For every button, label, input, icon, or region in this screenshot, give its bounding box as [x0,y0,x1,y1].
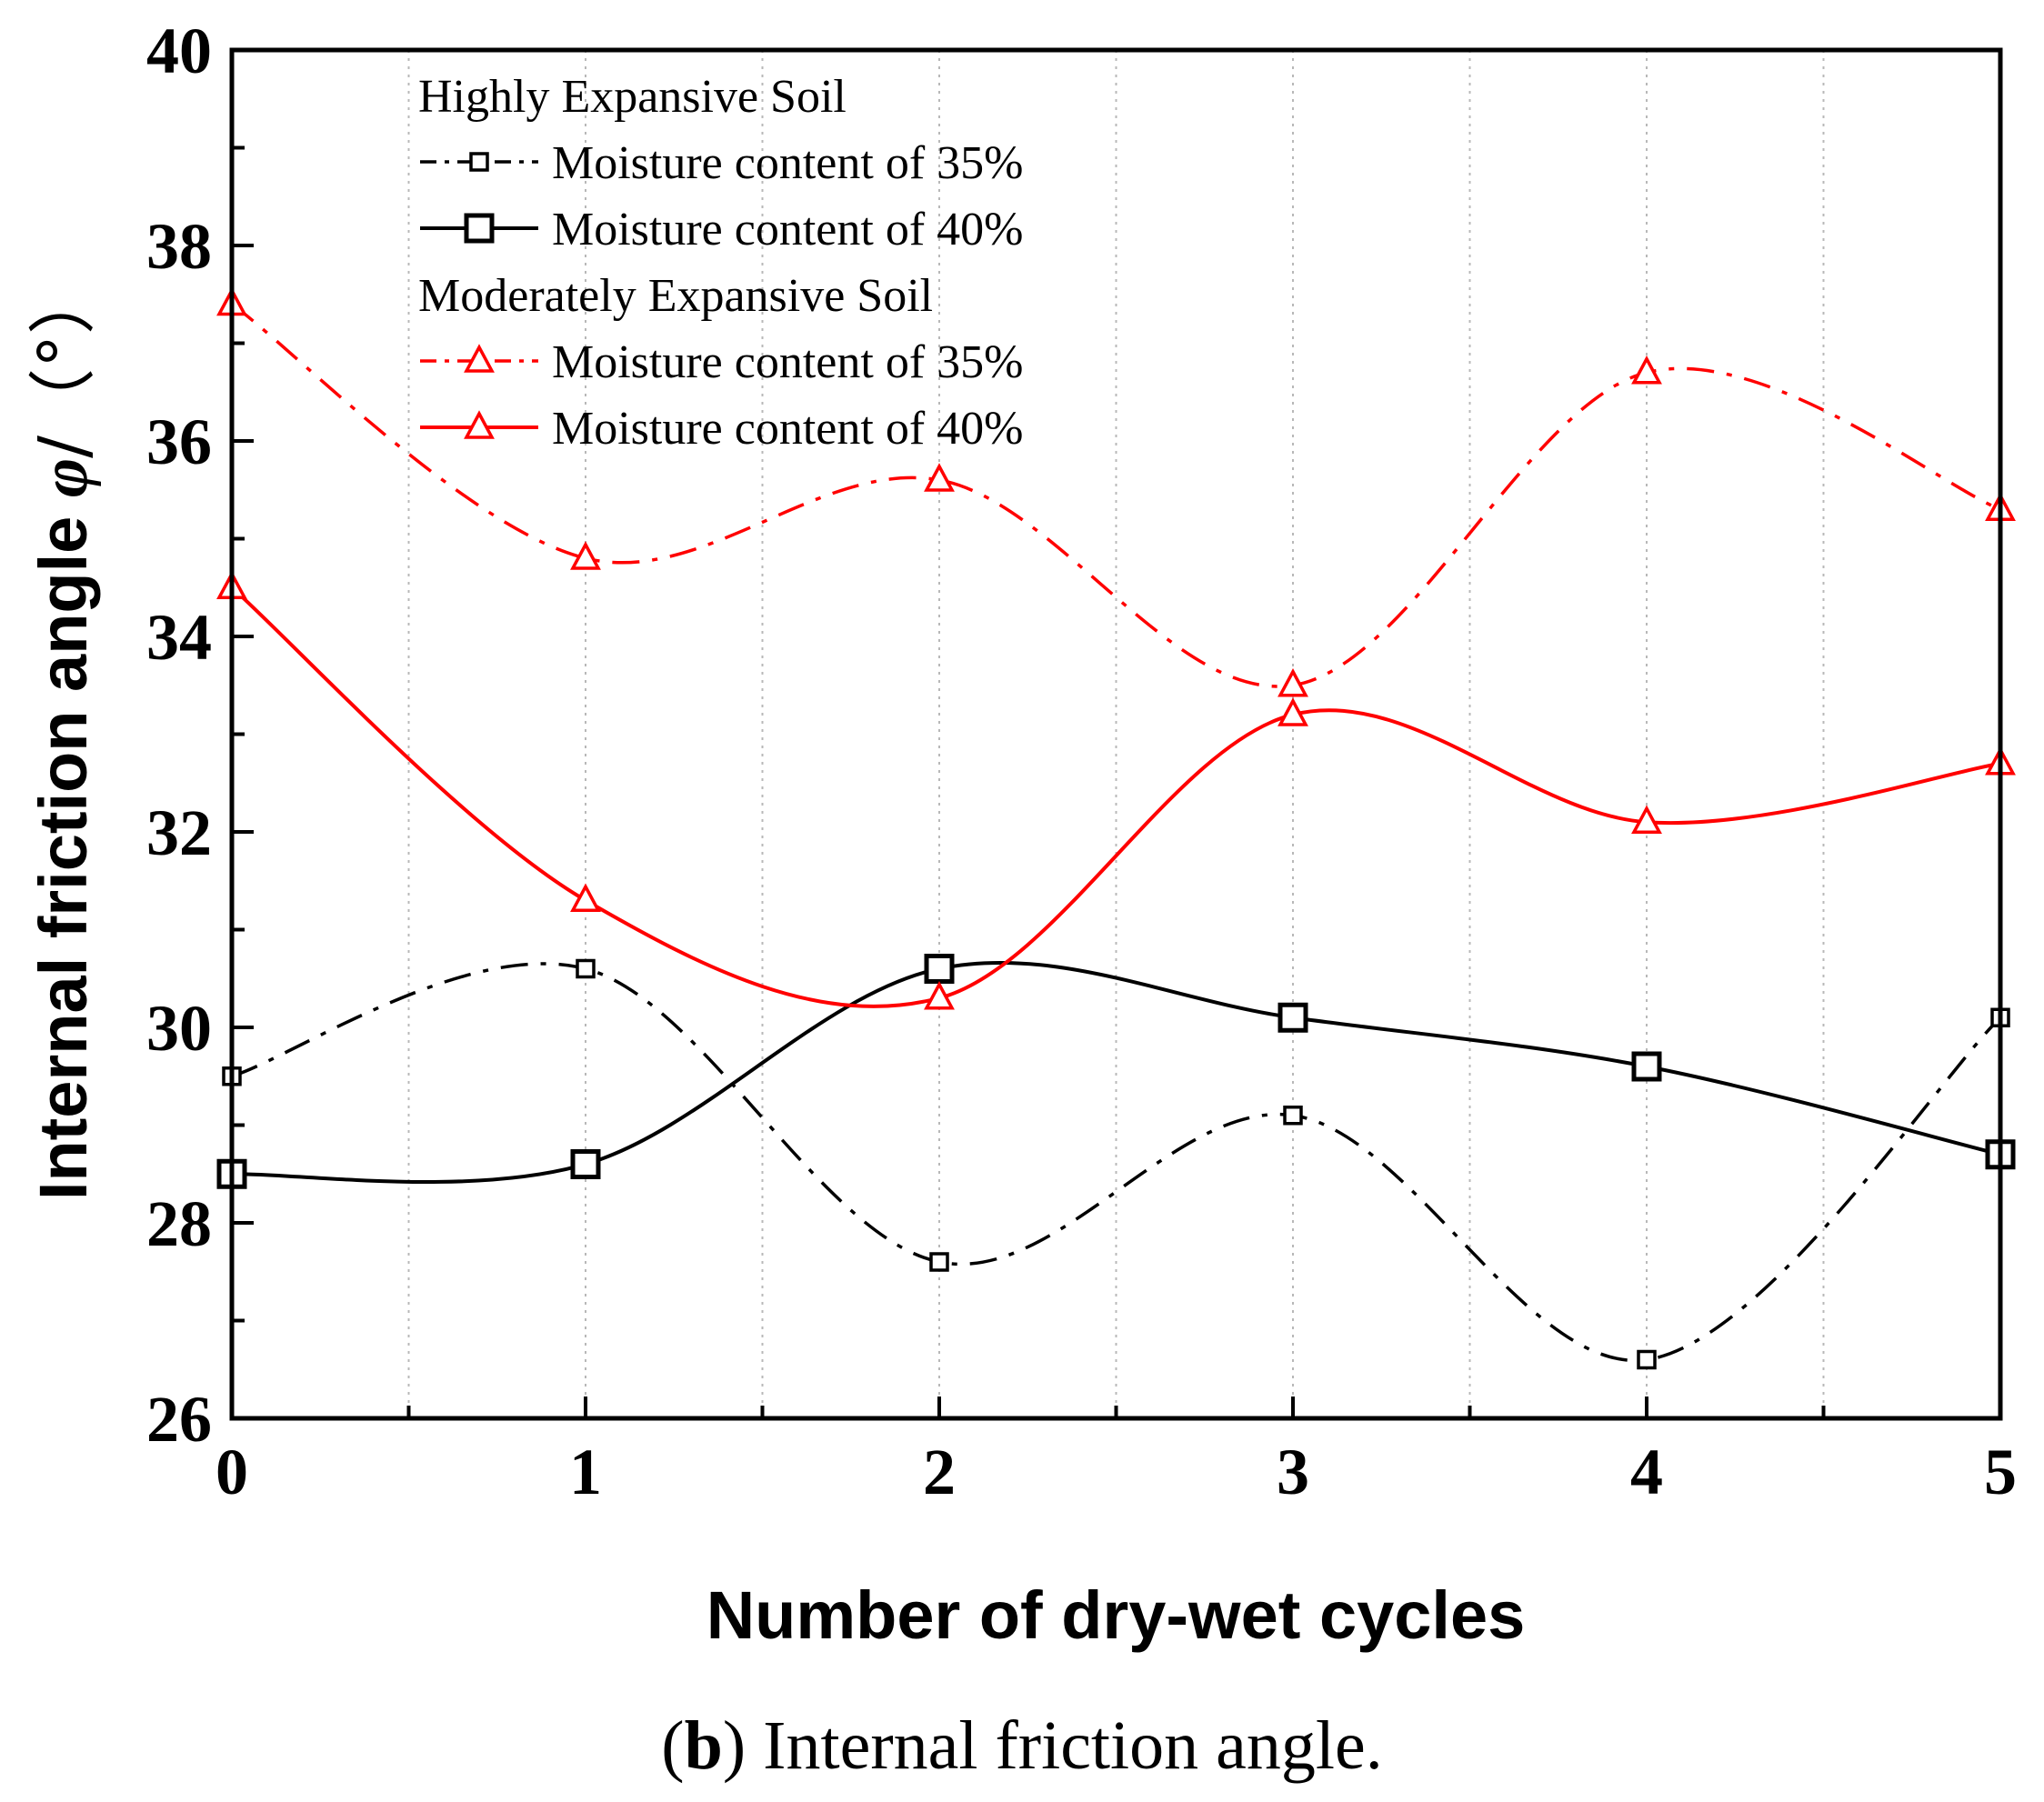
legend-group-title-0: Highly Expansive Soil [418,71,847,123]
caption-letter: b [685,1707,723,1784]
y-tick-label: 34 [146,601,212,674]
series-line-g0-s0 [232,962,2000,1363]
legend-label-g0-s1: Moisture content of 40% [552,204,1023,255]
legend-marker-g0-s0 [469,152,489,172]
axis-ticks [230,48,2002,1420]
data-point-g1-s0 [1278,668,1308,697]
y-tick-label: 30 [146,992,212,1065]
x-axis-title: Number of dry-wet cycles [706,1577,1526,1653]
legend-label-g1-s0: Moisture content of 35% [552,336,1023,388]
data-point-g1-s1 [570,883,601,912]
legend-marker-g1-s0 [464,344,495,373]
legend: Highly Expansive Soil Moisture content of… [418,71,1023,455]
x-tick-label: 0 [215,1436,248,1508]
data-point-g1-s1 [924,981,955,1010]
series-lines [232,303,2000,1363]
data-point-g1-s1 [1631,805,1662,834]
data-point-g0-s0 [576,958,596,979]
data-point-g0-s1 [1278,1002,1308,1033]
y-tick-label: 32 [146,796,212,869]
y-tick-label: 26 [146,1383,212,1456]
y-axis-title-prefix: Internal friction angle [25,497,101,1200]
series-markers [216,286,2016,1370]
figure-caption: (b) Internal friction angle. [661,1707,1383,1784]
legend-marker-g1-s1 [464,410,495,439]
data-point-g1-s1 [1278,697,1308,726]
x-tick-label: 5 [1984,1436,2017,1508]
legend-marker-g0-s1 [464,213,495,244]
y-axis-title-unit: /（°） [25,267,103,458]
data-point-g1-s0 [570,541,601,570]
y-axis-title: Internal friction angle φ/（°） [25,267,103,1200]
data-point-g0-s0 [1637,1349,1657,1370]
x-tick-label: 4 [1630,1436,1663,1508]
legend-label-g0-s0: Moisture content of 35% [552,137,1023,189]
y-tick-label: 36 [146,405,212,478]
x-tick-label: 2 [923,1436,956,1508]
data-point-g0-s1 [1631,1051,1662,1082]
data-point-g1-s0 [924,463,955,492]
data-point-g0-s1 [570,1149,601,1179]
y-tick-label: 40 [146,15,212,87]
caption-close-paren: ) [723,1707,746,1784]
y-axis-title-symbol: φ [27,458,102,497]
series-line-g1-s1 [232,586,2000,1008]
y-tick-label: 38 [146,210,212,283]
caption-text: Internal friction angle. [746,1707,1383,1784]
x-tick-label: 1 [569,1436,602,1508]
legend-label-g1-s1: Moisture content of 40% [552,403,1023,455]
legend-group-title-1: Moderately Expansive Soil [418,270,933,322]
caption-open-paren: ( [661,1707,684,1784]
data-point-g1-s0 [1631,355,1662,385]
data-point-g0-s1 [924,954,955,984]
series-line-g0-s1 [232,960,2000,1185]
x-tick-label: 3 [1277,1436,1309,1508]
data-point-g0-s0 [929,1252,949,1272]
data-point-g0-s0 [1283,1106,1303,1126]
y-tick-label: 28 [146,1187,212,1260]
